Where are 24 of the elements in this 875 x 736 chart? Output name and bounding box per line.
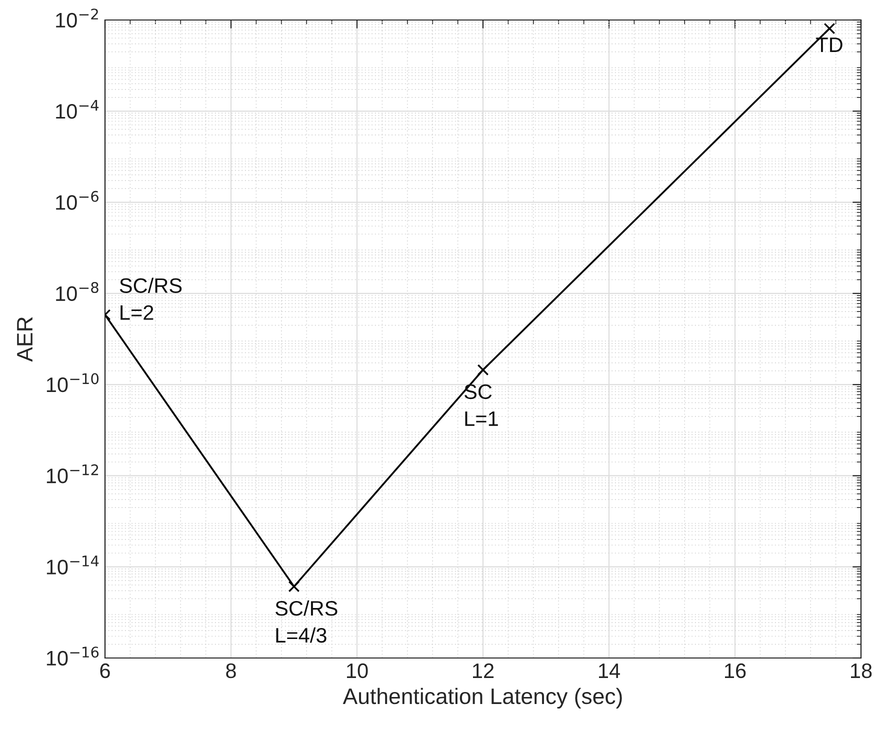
x-axis-title: Authentication Latency (sec)	[342, 688, 622, 709]
y-tick-label: 10$^{−4}$	[56, 100, 99, 119]
y-tick-label: 10$^{−6}$	[56, 190, 98, 210]
x-tick-label: 6	[100, 663, 110, 678]
y-tick-label: 10$^{−8}$	[56, 282, 98, 302]
y-tick-label: 10$^{−12}$	[46, 464, 98, 484]
annotation: SC L=1	[464, 384, 498, 426]
x-tick-label: 12	[473, 663, 494, 678]
y-tick-label: 10$^{−10}$	[46, 373, 99, 392]
y-axis-title: AER	[17, 317, 32, 362]
y-tick-label: 10$^{−14}$	[46, 556, 99, 574]
annotation: SC/RS L=4/3	[276, 600, 338, 643]
point	[824, 22, 836, 34]
x-tick-label: 14	[599, 664, 620, 678]
annotation: TD	[816, 38, 842, 52]
y-tick-label: 10$^{−16}$	[46, 646, 99, 666]
annotation: SC/RS L=2	[120, 278, 182, 320]
y-tick-label: 10$^{−2}$	[56, 8, 98, 28]
x-tick-label: 10	[347, 663, 368, 678]
x-tick-label: 18	[851, 663, 872, 678]
x-tick-label: 16	[725, 663, 746, 678]
point	[477, 364, 489, 376]
x-tick-label: 8	[226, 663, 236, 678]
point	[288, 580, 300, 592]
